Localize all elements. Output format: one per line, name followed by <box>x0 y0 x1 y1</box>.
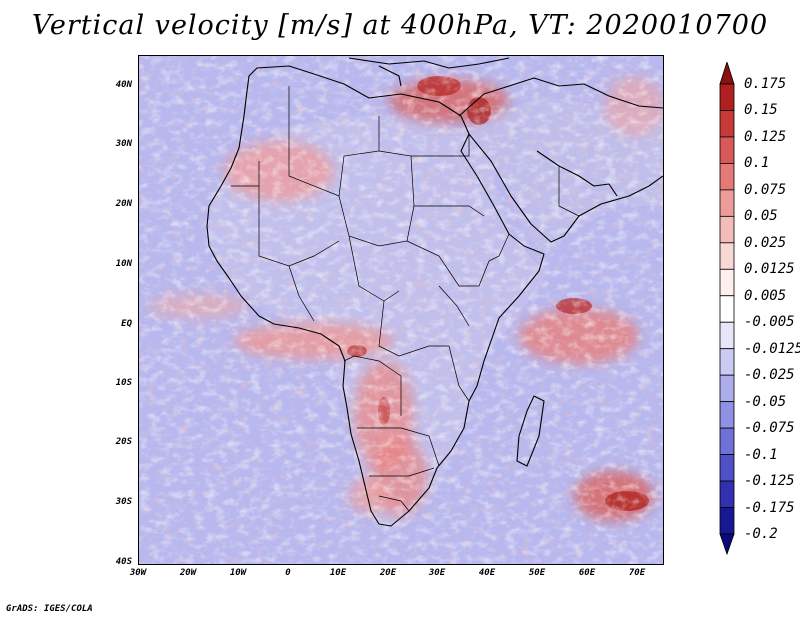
colorbar-cell <box>719 242 735 270</box>
colorbar-label: -0.075 <box>744 420 795 437</box>
lon-label: 30W <box>129 568 147 578</box>
colorbar-label: 0.125 <box>744 128 787 145</box>
lon-label: 20E <box>379 568 397 578</box>
lon-label: 40E <box>478 568 496 578</box>
colorbar-cell <box>719 110 735 138</box>
colorbar-label: 0.0125 <box>744 261 795 278</box>
colorbar-label: 0.1 <box>744 155 770 172</box>
colorbar-cell <box>719 215 735 244</box>
colorbar-cell <box>719 163 735 191</box>
lon-label: 10E <box>329 568 347 578</box>
colorbar-label: 0.075 <box>744 181 787 198</box>
lon-label: 10W <box>229 568 247 578</box>
lon-label: 50E <box>528 568 546 578</box>
lon-label: 60E <box>578 568 596 578</box>
lat-label: 20N <box>115 199 132 209</box>
colorbar-cell <box>719 295 735 323</box>
colorbar-label: 0.05 <box>744 208 778 225</box>
lat-label: 40N <box>115 80 132 90</box>
colorbar-label: -0.005 <box>744 314 795 331</box>
colorbar-cell <box>719 189 735 217</box>
vertical-velocity-map <box>139 56 663 564</box>
colorbar-cell <box>719 427 735 455</box>
colorbar-cell <box>719 268 735 297</box>
colorbar-label: -0.05 <box>744 393 787 410</box>
lat-label: 40S <box>115 557 132 567</box>
colorbar-label: 0.005 <box>744 287 787 304</box>
colorbar-label: 0.175 <box>744 76 787 92</box>
colorbar-cell <box>719 454 735 482</box>
colorbar-cell <box>719 507 735 535</box>
texture-pink <box>139 56 663 564</box>
lat-label: 30N <box>115 139 132 149</box>
colorbar <box>719 62 735 556</box>
map-panel <box>138 55 664 565</box>
colorbar-label: 0.025 <box>744 234 787 251</box>
colorbar-cell <box>719 136 735 164</box>
coastlines <box>206 57 663 527</box>
colorbar-cell <box>719 480 735 508</box>
footer-credit: GrADS: IGES/COLA <box>6 604 93 614</box>
colorbar-label: -0.175 <box>744 499 795 516</box>
lat-label: EQ <box>121 319 132 329</box>
colorbar-cell <box>719 401 735 429</box>
lat-label: 20S <box>115 437 132 447</box>
colorbar-label: -0.125 <box>744 473 795 490</box>
colorbar-label: 0.15 <box>744 102 778 119</box>
colorbar-label: -0.1 <box>744 446 778 463</box>
colorbar-cell <box>719 374 735 403</box>
lon-label: 0 <box>285 568 291 578</box>
lon-label: 30E <box>428 568 446 578</box>
plot-title: Vertical velocity [m/s] at 400hPa, VT: 2… <box>31 10 769 41</box>
colorbar-min-triangle <box>719 533 735 556</box>
colorbar-cell <box>719 348 735 376</box>
colorbar-label: -0.0125 <box>744 340 800 357</box>
colorbar-max-triangle <box>719 62 735 85</box>
colorbar-label: -0.2 <box>744 526 778 542</box>
lon-label: 70E <box>628 568 646 578</box>
lat-label: 10N <box>115 259 132 269</box>
colorbar-cell <box>719 321 735 350</box>
lon-label: 20W <box>179 568 197 578</box>
country-borders <box>231 86 580 512</box>
colorbar-label: -0.025 <box>744 367 795 384</box>
lat-label: 30S <box>115 497 132 507</box>
lat-label: 10S <box>115 378 132 388</box>
colorbar-cell <box>719 83 735 111</box>
